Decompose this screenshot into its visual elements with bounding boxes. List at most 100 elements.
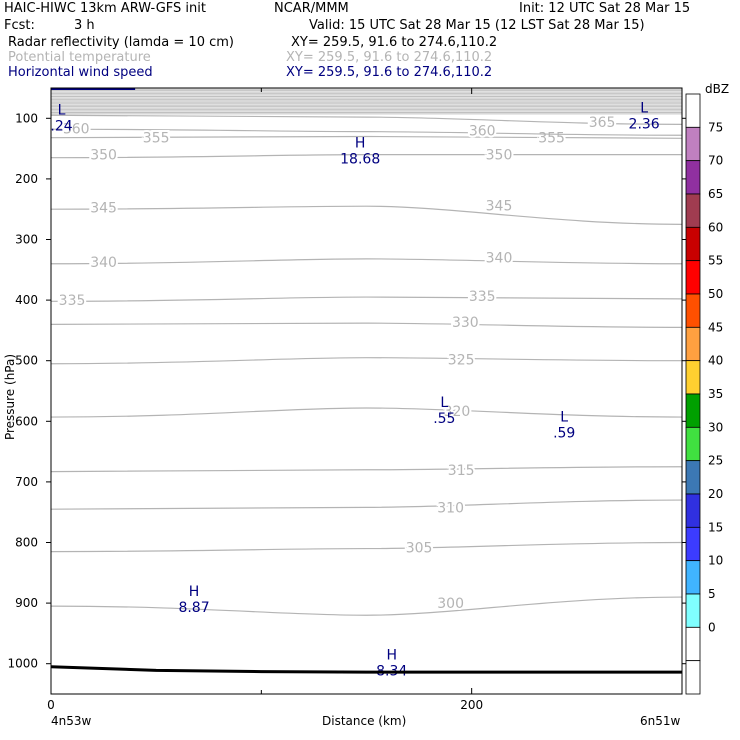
theta-contour (50, 541, 683, 553)
x-tick-label: 200 (460, 698, 483, 712)
colorbar-swatch (685, 426, 701, 462)
wind-extremum-type: L (560, 410, 568, 426)
colorbar-unit: dBZ (705, 82, 730, 96)
wind-extremum-value: 18.68 (340, 152, 380, 168)
colorbar-swatch (685, 193, 701, 228)
y-tick-label: 300 (15, 233, 38, 247)
field-coords-reflectivity: XY= 259.5, 91.6 to 274.6,110.2 (291, 35, 498, 50)
theta-contour (50, 128, 683, 136)
theta-label: 350 (486, 148, 513, 164)
field-name-wind: Horizontal wind speed (8, 65, 153, 80)
fcst-label: Fcst: (4, 18, 35, 33)
colorbar-label: 70 (708, 154, 723, 168)
theta-label: 305 (406, 540, 433, 556)
colorbar-swatch (685, 226, 701, 262)
colorbar-swatch (685, 293, 701, 328)
colorbar-swatch (685, 160, 701, 195)
wind-extremum-value: .59 (553, 426, 575, 442)
colorbar-label: 0 (708, 620, 716, 634)
colorbar-swatch (685, 493, 701, 528)
colorbar-swatch (685, 393, 701, 428)
y-tick-label: 800 (15, 536, 38, 550)
wind-extremum-type: H (189, 584, 200, 600)
x-end-label-right: 6n51w (640, 714, 681, 728)
y-tick-label: 400 (15, 293, 38, 307)
x-axis-title: Distance (km) (322, 714, 407, 728)
theta-contour (50, 205, 683, 225)
theta-label: 355 (143, 131, 170, 147)
colorbar-label: 25 (708, 454, 723, 468)
colorbar-swatch (685, 560, 701, 595)
wind-extremum-type: L (58, 102, 66, 118)
fcst-value: 3 h (74, 18, 95, 33)
colorbar-swatch (685, 526, 701, 562)
wind-extremum-value: 2.36 (629, 116, 660, 132)
colorbar-swatch (685, 593, 701, 628)
theta-contour (50, 258, 683, 265)
colorbar-label: 30 (708, 420, 723, 434)
colorbar-label: 45 (708, 320, 723, 334)
theta-contour (50, 322, 683, 328)
field-coords-theta: XY= 259.5, 91.6 to 274.6,110.2 (286, 50, 493, 65)
theta-label: 335 (469, 289, 496, 305)
y-tick-label: 900 (15, 596, 38, 610)
colorbar-swatch (685, 660, 701, 695)
theta-label: 315 (448, 463, 475, 479)
colorbar-label: 35 (708, 387, 723, 401)
theta-contours: 3003053103153203253303353403453503553603… (50, 88, 683, 616)
colorbar-label: 60 (708, 220, 723, 234)
theta-contour (50, 135, 683, 139)
theta-label: 330 (452, 315, 479, 331)
theta-label: 335 (59, 293, 86, 309)
axes: 100 200 300 400 500 600 700 800 900 1000 0 200 (7, 87, 687, 712)
theta-contour (50, 499, 683, 510)
theta-contour (50, 596, 683, 616)
colorbar-label: 20 (708, 487, 723, 501)
theta-label: 345 (486, 199, 513, 215)
wind-extremum-type: L (440, 395, 448, 411)
theta-label: 310 (437, 500, 464, 516)
wind-extremum-value: .24 (50, 118, 72, 134)
y-tick-label: 200 (15, 172, 38, 186)
field-name-theta: Potential temperature (8, 50, 151, 65)
colorbar-label: 75 (708, 120, 723, 134)
theta-contour (50, 466, 683, 473)
colorbar-swatch (685, 360, 701, 395)
theta-label: 365 (589, 115, 616, 131)
model-title: HAIC-HIWC 13km ARW-GFS init (4, 1, 206, 16)
colorbar-label: 15 (708, 520, 723, 534)
colorbar-swatch (685, 93, 701, 128)
theta-label: 320 (444, 404, 471, 420)
theta-label: 345 (90, 200, 117, 216)
valid-time: Valid: 15 UTC Sat 28 Mar 15 (12 LST Sat … (309, 18, 645, 33)
plot-frame (50, 87, 683, 695)
theta-label: 360 (63, 122, 90, 138)
colorbar-label: 65 (708, 187, 723, 201)
theta-contour (50, 357, 683, 365)
theta-label: 300 (437, 596, 464, 612)
surface-pressure-line (50, 665, 682, 674)
wind-extremum-type: H (386, 648, 397, 664)
theta-contour (50, 154, 682, 159)
colorbar-label: 50 (708, 287, 723, 301)
x-end-label-left: 4n53w (51, 714, 92, 728)
theta-label: 350 (90, 148, 117, 164)
y-tick-label: 100 (15, 111, 38, 125)
theta-label: 340 (486, 251, 513, 267)
theta-label: 355 (538, 131, 565, 147)
colorbar-swatch (685, 460, 701, 495)
colorbar-label: 5 (708, 587, 716, 601)
wind-extremum-type: H (355, 136, 366, 152)
y-tick-label: 1000 (7, 657, 38, 671)
field-coords-wind: XY= 259.5, 91.6 to 274.6,110.2 (286, 65, 493, 80)
theta-contour (50, 296, 683, 302)
y-tick-label: 600 (15, 414, 38, 428)
colorbar-swatch (685, 626, 701, 662)
y-tick-label: 500 (15, 354, 38, 368)
surface-line (50, 88, 682, 674)
y-axis-title: Pressure (hPa) (3, 353, 17, 441)
colorbar-label: 55 (708, 254, 723, 268)
colorbar-swatch (685, 260, 701, 295)
